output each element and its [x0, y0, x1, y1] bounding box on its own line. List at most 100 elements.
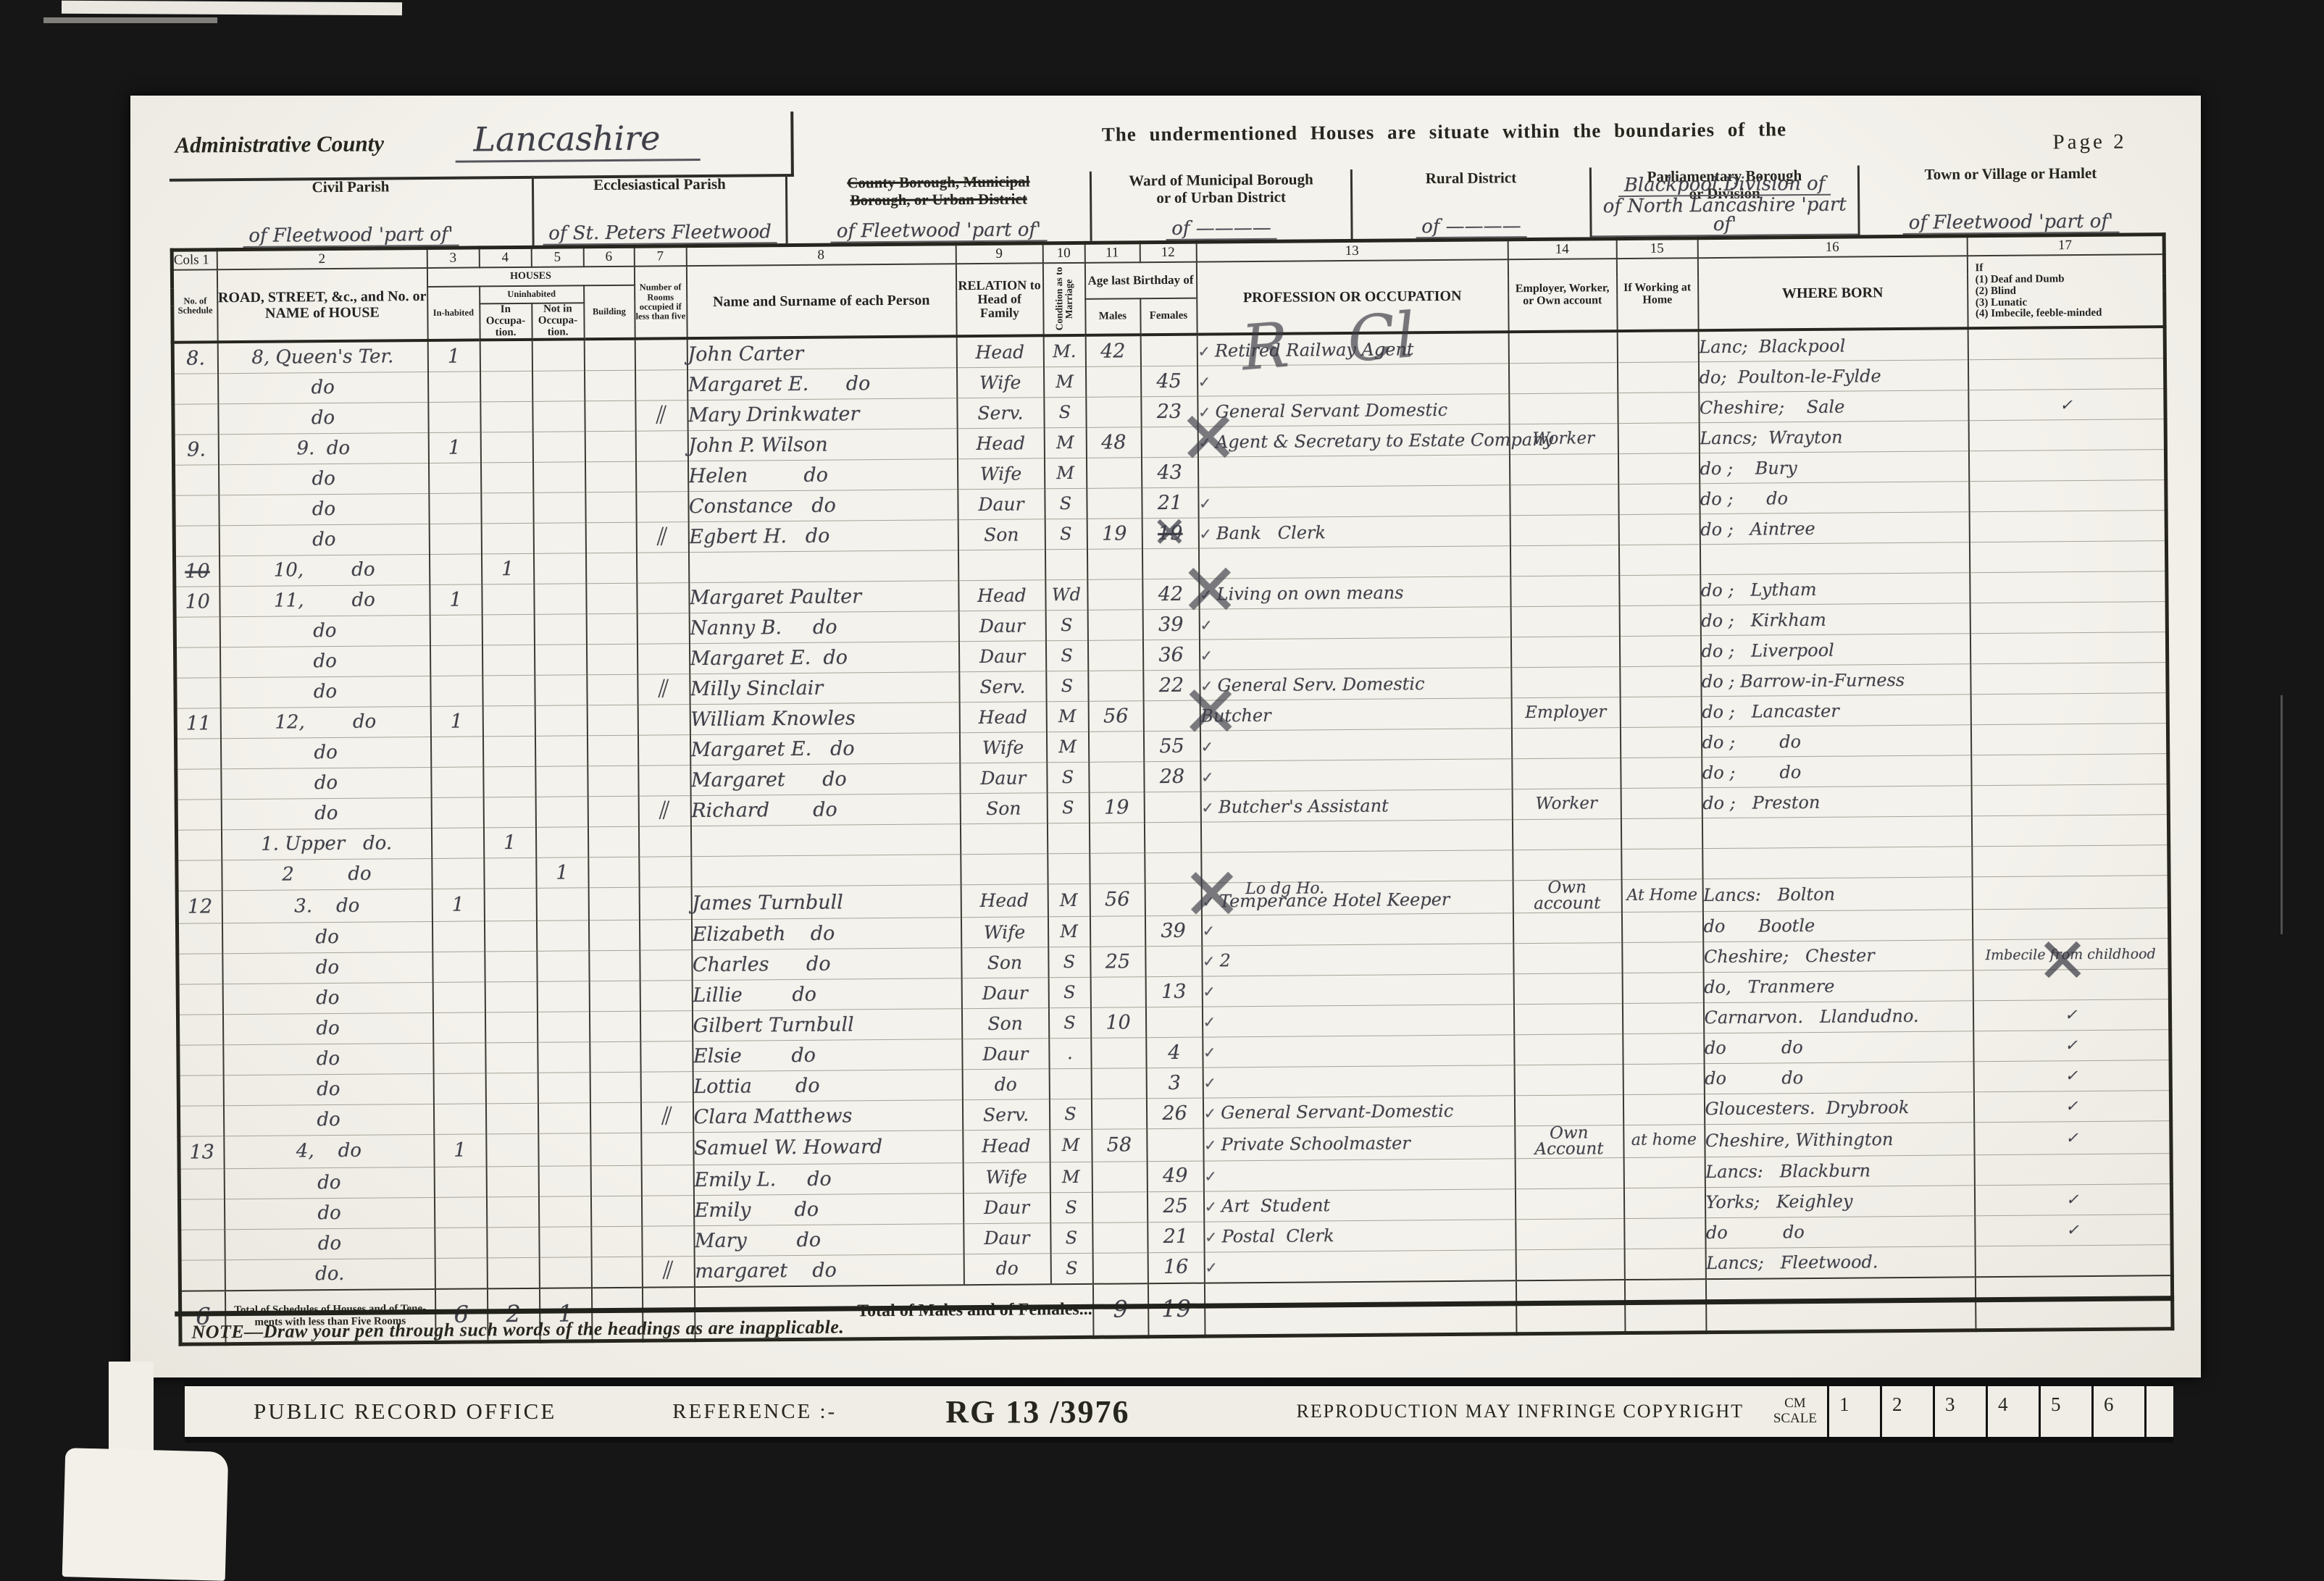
cell-s	[180, 1259, 225, 1291]
cell-rel: Wife	[957, 458, 1045, 490]
parish-box-value: Blackpool Division of of North Lancashire…	[1592, 173, 1858, 238]
cell-cond: M	[1044, 427, 1087, 459]
cell-s	[179, 1199, 225, 1230]
cell-occ: ✓	[1199, 637, 1511, 671]
cell-inf	[1973, 968, 2170, 1001]
cell-rel	[960, 854, 1048, 885]
cell-am: 56	[1088, 700, 1144, 732]
cell-bld	[588, 796, 639, 828]
cell-o0	[535, 736, 588, 767]
cell-bld	[587, 735, 638, 767]
cell-am	[1090, 976, 1146, 1008]
cell-emp	[1513, 912, 1622, 944]
cell-o1: 1	[481, 553, 534, 585]
scale-box: 2	[1880, 1386, 1933, 1437]
cell-bld	[588, 950, 640, 981]
cell-am	[1087, 670, 1144, 702]
cell-name: John P. Wilson	[687, 428, 958, 461]
cell-born: do ; do	[1701, 725, 1971, 758]
cell-inh	[435, 1257, 488, 1289]
cell-s	[177, 984, 223, 1015]
cell-name: Elizabeth do	[691, 917, 961, 950]
cell-inf: ✓	[1974, 1183, 2172, 1216]
cell-road: 3. do	[222, 889, 432, 923]
cell-s: 10	[174, 587, 220, 618]
cell-road: 12, do	[220, 706, 431, 739]
cell-s	[177, 1014, 223, 1046]
scan-streak	[43, 17, 217, 23]
cell-rel: Son	[958, 519, 1045, 550]
cell-occ: ✓	[1202, 1034, 1515, 1068]
cell-cond: Wd	[1045, 579, 1088, 611]
parish-box-label: Ecclesiastical Parish	[593, 175, 726, 194]
cell-name: Margaret E. do	[689, 641, 959, 674]
cell-born: do do	[1703, 1031, 1974, 1064]
cell-born: do ; do	[1701, 755, 1972, 788]
cell-inf	[1969, 571, 2168, 604]
cell-name: Lottia do	[693, 1069, 963, 1102]
cell-name: Helen do	[687, 458, 958, 492]
cell-occ: ✓	[1200, 758, 1513, 792]
cell-o0	[532, 462, 585, 493]
cell-o0	[538, 1226, 592, 1257]
cell-o0	[535, 797, 588, 828]
cell-home	[1621, 848, 1703, 880]
cell-af	[1144, 852, 1202, 884]
cell-home	[1623, 1187, 1705, 1219]
cell-o0	[538, 1165, 591, 1196]
cell-o1	[481, 584, 535, 616]
cell-o0	[536, 888, 589, 921]
cell-born: do ; Barrow-in-Furness	[1700, 664, 1971, 697]
cell-s: 11	[175, 708, 221, 739]
col-header-schedule: No. of Schedule	[172, 269, 218, 343]
cell-home	[1623, 1157, 1705, 1188]
cell-cond: M.	[1043, 335, 1086, 368]
cell-cond	[1045, 549, 1087, 581]
cell-o1	[481, 523, 534, 555]
column-number: 5	[531, 246, 584, 267]
cell-o0	[535, 766, 588, 797]
cell-rm	[640, 1132, 694, 1165]
cell-af	[1145, 883, 1202, 916]
cell-emp	[1513, 1033, 1623, 1065]
cell-emp	[1510, 545, 1619, 577]
cell-rel: Head	[959, 702, 1047, 733]
cell-born: do ; Lytham	[1700, 573, 1970, 605]
cell-am	[1091, 1098, 1147, 1130]
cell-am: 42	[1085, 335, 1141, 367]
cell-home	[1618, 483, 1700, 515]
cell-home	[1619, 666, 1702, 697]
cell-road: 10, do	[219, 554, 430, 587]
cell-rm	[640, 980, 693, 1012]
cell-rel: Head	[958, 580, 1046, 611]
cell-o0	[534, 675, 588, 706]
cell-inh	[432, 920, 485, 952]
column-number: 8	[686, 243, 956, 267]
parish-box-6: Town or Village or Hamlet of Fleetwood 'p…	[1857, 163, 2162, 235]
column-number: 13	[1196, 239, 1508, 262]
cell-s: 13	[178, 1136, 225, 1169]
cell-name: Nanny B. do	[689, 611, 959, 644]
cell-af	[1140, 334, 1197, 367]
cell-rel: Daur	[957, 489, 1045, 520]
cell-occ: ✓ 2	[1201, 943, 1514, 977]
cell-home	[1622, 1002, 1704, 1034]
cell-o1	[486, 1226, 540, 1258]
cell-s: 9.	[173, 435, 219, 466]
scale-box: 5	[2039, 1386, 2091, 1437]
cell-cond: S	[1048, 947, 1091, 978]
cell-af: 4	[1145, 1037, 1203, 1068]
cell-s	[173, 495, 220, 527]
cell-o0: 1	[535, 857, 589, 889]
cell-rm	[637, 613, 690, 645]
cell-name: Charles do	[691, 947, 962, 981]
cell-bld	[588, 826, 639, 858]
cell-bld	[590, 1165, 642, 1196]
cell-born: Lanc; Blackpool	[1698, 328, 1968, 362]
cell-home: At Home	[1621, 878, 1703, 913]
cell-rel: Serv.	[956, 398, 1045, 429]
parish-box-label: Civil Parish	[312, 177, 390, 196]
cell-bld	[589, 981, 640, 1012]
cell-inf	[1969, 510, 2167, 543]
pro-reference-label: REFERENCE :-	[672, 1399, 837, 1423]
